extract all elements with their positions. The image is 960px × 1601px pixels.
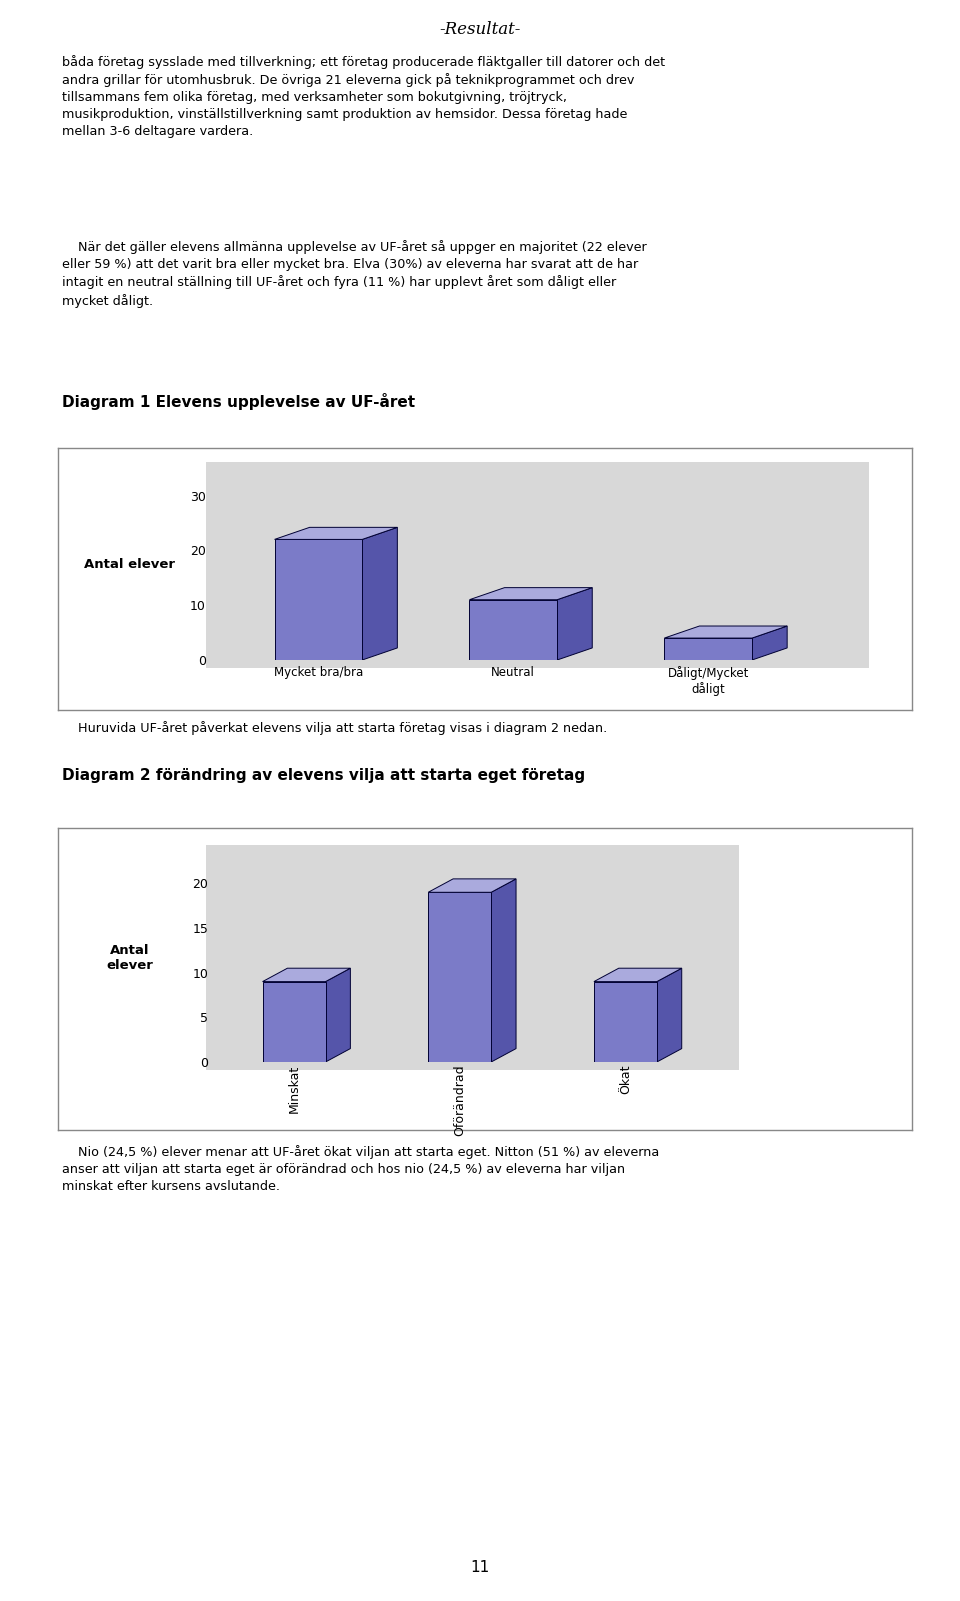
Polygon shape xyxy=(664,626,787,639)
Text: Nio (24,5 %) elever menar att UF-året ökat viljan att starta eget. Nitton (51 %): Nio (24,5 %) elever menar att UF-året ök… xyxy=(62,1145,660,1193)
Polygon shape xyxy=(262,969,350,981)
Text: -Resultat-: -Resultat- xyxy=(440,21,520,38)
Text: Diagram 2 förändring av elevens vilja att starta eget företag: Diagram 2 förändring av elevens vilja at… xyxy=(62,767,586,783)
Polygon shape xyxy=(594,981,657,1061)
Text: När det gäller elevens allmänna upplevelse av UF-året så uppger en majoritet (22: När det gäller elevens allmänna upplevel… xyxy=(62,240,647,307)
Text: Antal
elever: Antal elever xyxy=(107,943,153,972)
Polygon shape xyxy=(469,588,592,600)
Polygon shape xyxy=(752,626,787,660)
Polygon shape xyxy=(262,981,325,1061)
Polygon shape xyxy=(275,527,397,540)
Polygon shape xyxy=(275,540,362,660)
Polygon shape xyxy=(664,639,752,660)
Polygon shape xyxy=(492,879,516,1061)
Polygon shape xyxy=(469,600,557,660)
Polygon shape xyxy=(428,879,516,892)
Polygon shape xyxy=(362,527,397,660)
Polygon shape xyxy=(557,588,592,660)
Polygon shape xyxy=(428,892,492,1061)
Text: Diagram 1 Elevens upplevelse av UF-året: Diagram 1 Elevens upplevelse av UF-året xyxy=(62,392,416,410)
Polygon shape xyxy=(325,969,350,1061)
Text: båda företag sysslade med tillverkning; ett företag producerade fläktgaller till: båda företag sysslade med tillverkning; … xyxy=(62,54,665,138)
Text: 11: 11 xyxy=(470,1559,490,1575)
Polygon shape xyxy=(657,969,682,1061)
Polygon shape xyxy=(594,969,682,981)
Text: Huruvida UF-året påverkat elevens vilja att starta företag visas i diagram 2 ned: Huruvida UF-året påverkat elevens vilja … xyxy=(62,720,608,735)
Text: Antal elever: Antal elever xyxy=(84,559,175,572)
